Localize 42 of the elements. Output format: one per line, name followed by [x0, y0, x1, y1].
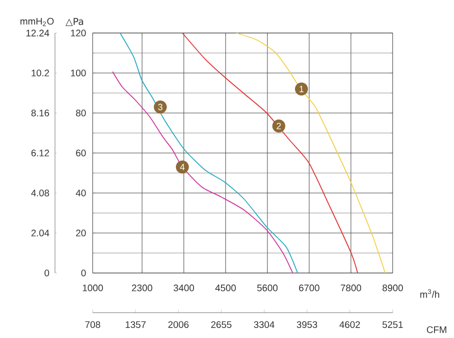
y2-tick-label: 2.04: [31, 230, 50, 236]
y-tick-label: 40: [76, 190, 86, 196]
x-axis-title: m$^{3}$/h: [420, 289, 440, 298]
y-tick-label: 20: [76, 230, 86, 236]
annotation: 3: [158, 104, 162, 110]
annotation: 2: [276, 122, 281, 130]
y2-tick-label: 8.16: [31, 110, 50, 116]
y2-tick-label: 12.24: [26, 30, 50, 36]
x2-tick-label: 3953: [296, 321, 318, 328]
x-tick-label: 7800: [340, 284, 362, 292]
y-tick-label: 120: [71, 30, 86, 36]
y2-tick-label: 4.08: [31, 190, 50, 196]
x2-axis-title: CFM: [426, 326, 446, 334]
y2-axis-title: mmH$_{2}$O: [20, 18, 54, 26]
x2-tick-label: 2655: [211, 321, 232, 328]
x2-tick-label: 5251: [382, 321, 403, 328]
y-tick-label: 100: [71, 70, 86, 76]
y2-tick-label: 10.2: [32, 70, 49, 76]
y-axis-title: △Pa: [66, 18, 84, 26]
annotation: 4: [180, 164, 185, 170]
y2-tick-label: 0: [44, 270, 50, 276]
y-tick-label: 60: [76, 150, 86, 156]
line-series: [182, 32, 358, 274]
line-series: [112, 71, 294, 274]
x-tick-label: 5600: [257, 284, 278, 292]
x-tick-label: 6700: [299, 284, 320, 292]
y-tick-label: 0: [81, 270, 86, 276]
x-tick-label: 8900: [382, 284, 403, 292]
y-tick-label: 80: [76, 110, 86, 116]
x2-tick-label: 3304: [254, 321, 274, 328]
x2-tick-label: 708: [85, 321, 100, 328]
x2-tick-label: 1357: [126, 321, 146, 328]
x2-tick-label: 4602: [340, 321, 360, 328]
line-series: [120, 32, 298, 274]
x-tick-label: 3400: [174, 284, 194, 292]
line-series: [236, 32, 386, 274]
x-tick-label: 4500: [215, 284, 236, 292]
x2-tick-label: 2006: [168, 321, 189, 328]
x-tick-label: 2300: [132, 284, 152, 292]
y2-tick-label: 6.12: [31, 150, 49, 156]
annotation: 1: [300, 86, 304, 92]
x-tick-label: 1000: [82, 284, 103, 292]
